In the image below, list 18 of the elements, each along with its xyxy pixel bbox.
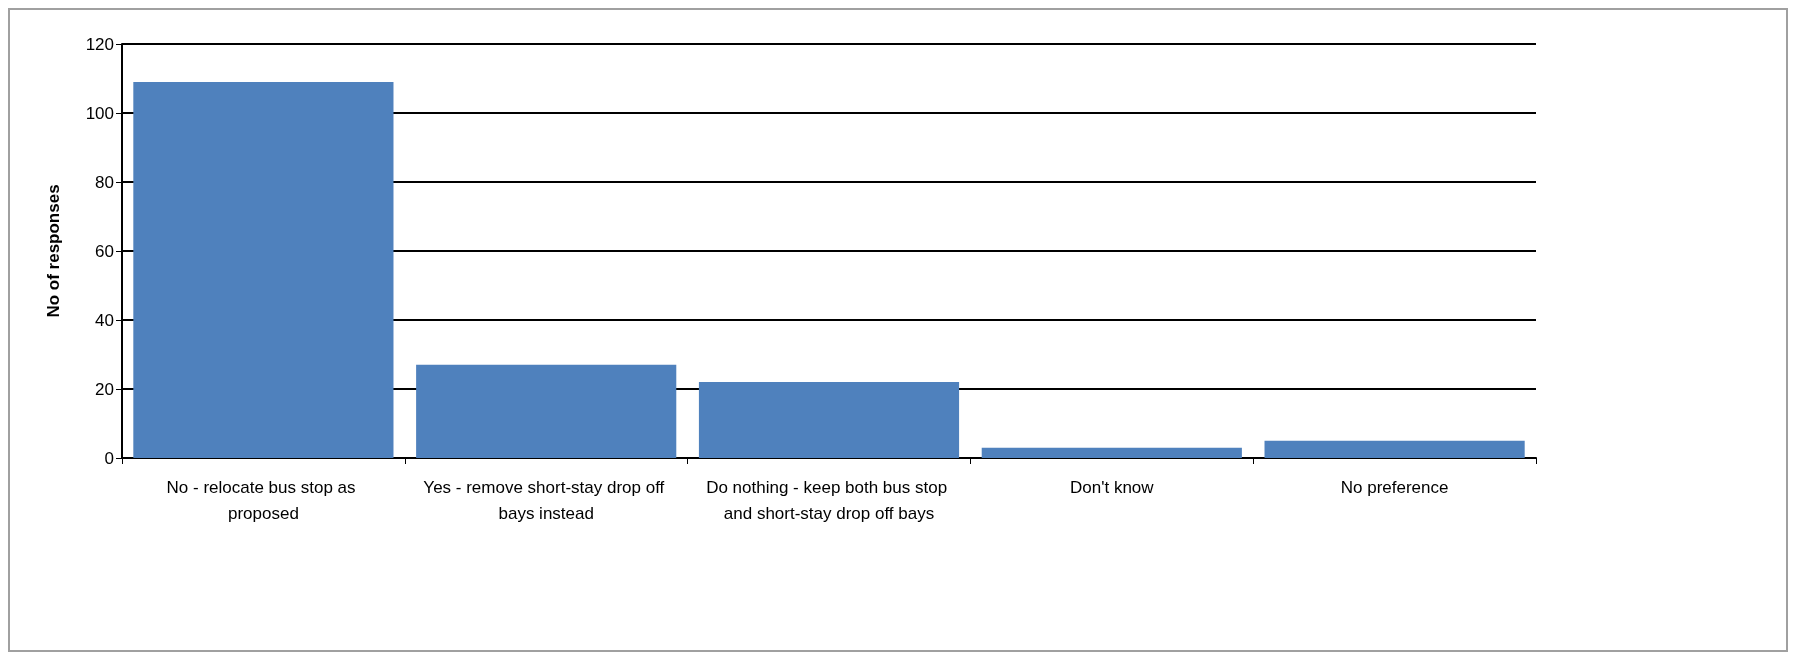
x-tick-label: Don't know <box>1070 477 1155 497</box>
y-tick-label: 100 <box>85 103 114 123</box>
y-tick-label: 80 <box>95 172 114 192</box>
x-tick-label: No preference <box>1340 477 1449 497</box>
bar <box>133 81 394 458</box>
bar <box>698 382 960 458</box>
y-tick-label: 0 <box>104 448 114 468</box>
x-tick-label: Do nothing - keep both bus stop and short-stay drop off bays <box>706 477 952 523</box>
bar <box>416 364 677 458</box>
bar <box>1264 440 1525 458</box>
y-tick-label: 20 <box>95 379 114 399</box>
y-axis-title: No of responses <box>44 184 63 318</box>
y-tick-label: 120 <box>85 34 114 54</box>
y-tick-label: 40 <box>95 310 114 330</box>
x-tick-label: Yes - remove short-stay drop off bays instead <box>423 477 670 523</box>
x-tick-label: No - relocate bus stop as proposed <box>166 477 361 523</box>
bar <box>981 447 1242 458</box>
y-tick-label: 60 <box>95 241 114 261</box>
